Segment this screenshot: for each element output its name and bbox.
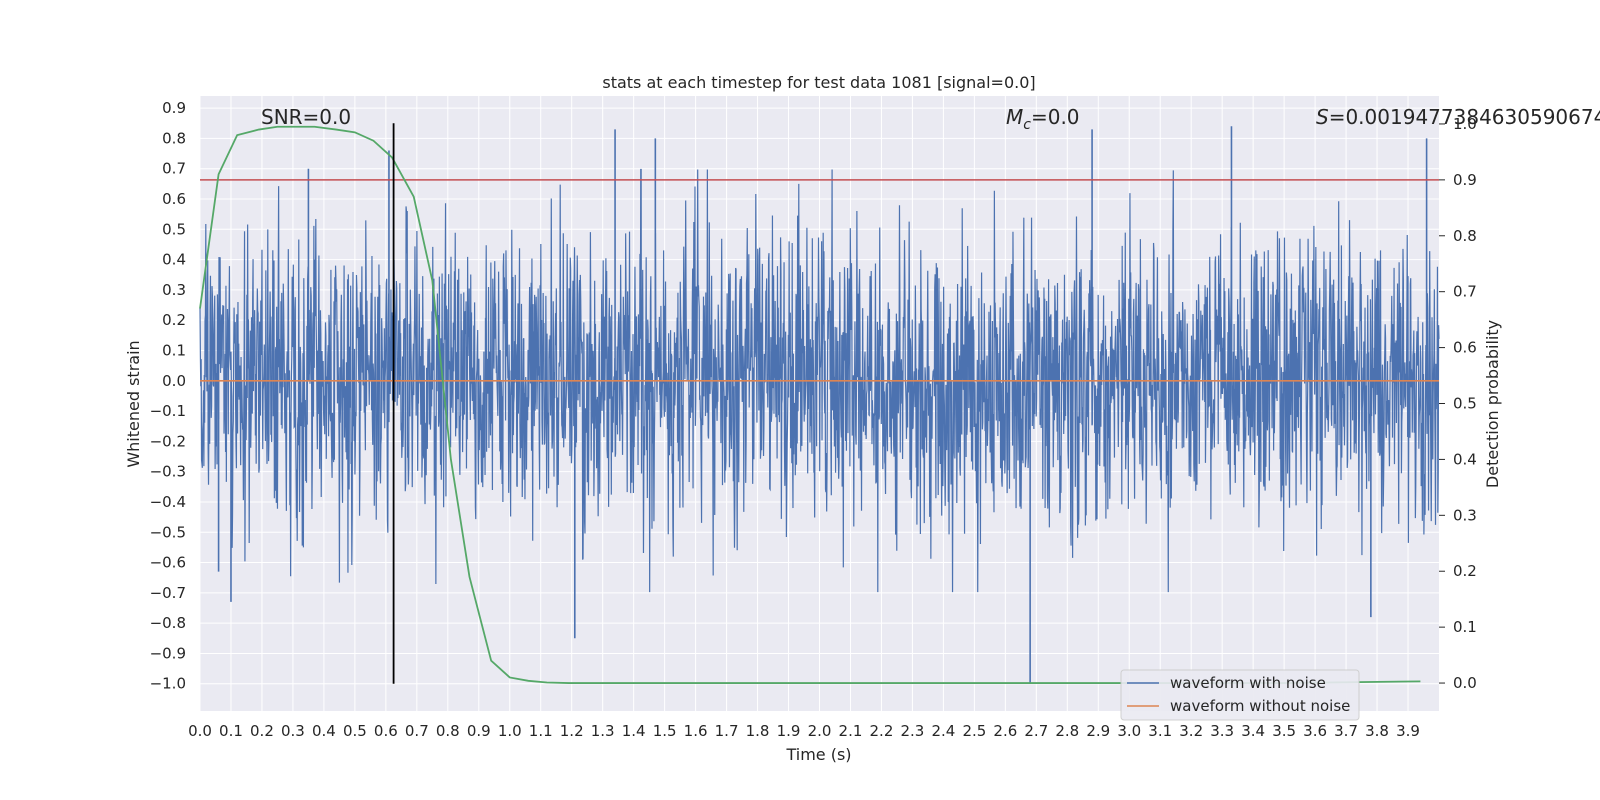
x-tick-label-29: 2.9 [1086,722,1110,740]
y2-tick-label-6: 0.4 [1453,450,1477,468]
x-tick-label-7: 0.7 [405,722,429,740]
y2-tick-label-2: 0.8 [1453,227,1477,245]
x-tick-label-6: 0.6 [374,722,398,740]
y2-tick-label-4: 0.6 [1453,339,1477,357]
x-tick-label-12: 1.2 [560,722,584,740]
y-tick-label-12: −0.3 [150,463,186,481]
y-tick-label-8: 0.1 [162,341,186,359]
y-tick-label-0: 0.9 [162,99,186,117]
x-tick-label-31: 3.1 [1148,722,1172,740]
y-axis-ticks: 0.9 0.8 0.7 0.6 0.5 0.4 0.3 0.2 0.1 0.0 −0.1 −0.2 −0… [150,99,186,693]
x-tick-label-0: 0.0 [188,722,212,740]
x-tick-label-11: 1.1 [529,722,553,740]
y2-tick-label-3: 0.7 [1453,283,1477,301]
x-tick-label-4: 0.4 [312,722,336,740]
x-tick-label-15: 1.5 [653,722,677,740]
x-tick-label-13: 1.3 [591,722,615,740]
x-tick-label-26: 2.6 [993,722,1017,740]
x-tick-label-9: 0.9 [467,722,491,740]
legend-label-waveform-with-noise: waveform with noise [1170,674,1326,692]
x-tick-label-39: 3.9 [1396,722,1420,740]
x-tick-label-19: 1.9 [777,722,801,740]
y2-tick-label-8: 0.2 [1453,562,1477,580]
y2-axis-label: Detection probability [1483,320,1502,488]
y2-tick-label-5: 0.5 [1453,395,1477,413]
y-tick-label-19: −1.0 [150,675,186,693]
series-detection-probability [199,125,1421,684]
y-tick-label-9: 0.0 [162,372,186,390]
y-tick-label-16: −0.7 [150,584,186,602]
y-tick-label-10: −0.1 [150,402,186,420]
y-axis-label: Whitened strain [124,340,143,467]
x-tick-label-20: 2.0 [808,722,832,740]
x-tick-label-34: 3.4 [1241,722,1265,740]
x-tick-label-1: 0.1 [219,722,243,740]
x-tick-label-18: 1.8 [746,722,770,740]
x-tick-label-21: 2.1 [839,722,863,740]
plot-area [199,123,1440,684]
x-tick-label-16: 1.6 [684,722,708,740]
x-axis-label: Time (s) [785,745,851,764]
score-value: =0.0019477384630590674 [1329,105,1600,129]
y-tick-label-3: 0.6 [162,190,186,208]
x-tick-label-3: 0.3 [281,722,305,740]
x-tick-label-5: 0.5 [343,722,367,740]
x-tick-label-37: 3.7 [1334,722,1358,740]
x-tick-label-22: 2.2 [870,722,894,740]
series-waveform-with-noise [199,168,1440,593]
y-tick-label-15: −0.6 [150,554,186,572]
y2-tick-label-9: 0.1 [1453,618,1477,636]
y-tick-label-11: −0.2 [150,432,186,450]
x-tick-label-24: 2.4 [931,722,955,740]
y-tick-label-17: −0.8 [150,614,186,632]
y-tick-label-18: −0.9 [150,644,186,662]
chirp-mass-annotation: Mc=0.0 [1006,105,1080,133]
y-tick-label-6: 0.3 [162,281,186,299]
score-annotation: S=0.0019477384630590674 [1316,105,1600,129]
y-tick-label-4: 0.5 [162,220,186,238]
x-tick-label-28: 2.8 [1055,722,1079,740]
score-symbol: S [1316,105,1329,129]
x-tick-label-2: 0.2 [250,722,274,740]
x-tick-label-36: 3.6 [1303,722,1327,740]
x-tick-label-35: 3.5 [1272,722,1296,740]
x-tick-label-14: 1.4 [622,722,646,740]
chart-title: stats at each timestep for test data 108… [602,73,1035,92]
x-tick-label-33: 3.3 [1210,722,1234,740]
x-tick-label-27: 2.7 [1024,722,1048,740]
x-tick-label-10: 1.0 [498,722,522,740]
y2-tick-label-1: 0.9 [1453,171,1477,189]
y2-tick-label-0: 1.0 [1453,115,1477,133]
legend-label-waveform-without-noise: waveform without noise [1170,697,1350,715]
y-tick-label-13: −0.4 [150,493,186,511]
x-tick-label-38: 3.8 [1365,722,1389,740]
y-tick-label-1: 0.8 [162,129,186,147]
chirp-mass-value: =0.0 [1031,105,1080,129]
chirp-mass-symbol: M [1006,105,1023,129]
legend-box [1120,669,1360,721]
x-tick-label-17: 1.7 [715,722,739,740]
legend: waveform with noise waveform without noi… [1120,669,1360,721]
y2-axis-ticks: 1.0 0.9 0.8 0.7 0.6 0.5 0.4 0.3 0.2 0.1 0.0 [1439,115,1477,692]
snr-annotation: SNR=0.0 [261,105,351,129]
y-tick-label-14: −0.5 [150,523,186,541]
x-tick-label-8: 0.8 [436,722,460,740]
x-tick-label-25: 2.5 [962,722,986,740]
y-tick-label-7: 0.2 [162,311,186,329]
y-tick-label-2: 0.7 [162,160,186,178]
y2-tick-label-7: 0.3 [1453,506,1477,524]
chirp-mass-subscript: c [1023,117,1031,133]
x-tick-label-30: 3.0 [1117,722,1141,740]
y2-tick-label-10: 0.0 [1453,674,1477,692]
x-tick-label-32: 3.2 [1179,722,1203,740]
y-tick-label-5: 0.4 [162,251,186,269]
x-axis-ticks: 0.0 0.1 0.2 0.3 0.4 0.5 0.6 0.7 0.8 0.9 1.0 1.1 1.2 1… [188,722,1420,740]
x-tick-label-23: 2.3 [900,722,924,740]
